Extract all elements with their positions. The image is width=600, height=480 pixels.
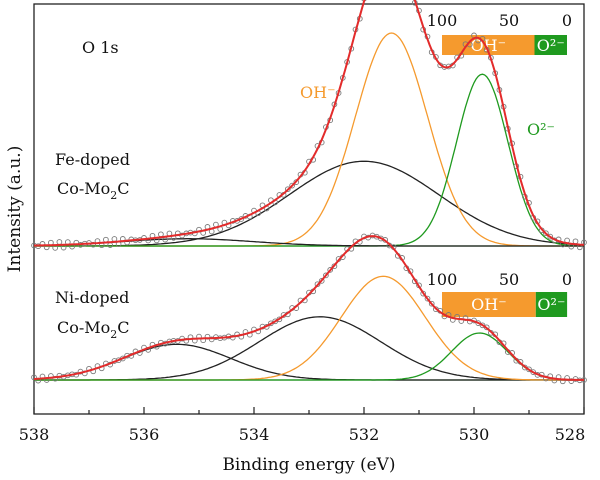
raw-data-point bbox=[111, 236, 118, 242]
raw-data-point bbox=[31, 374, 37, 381]
ratio-bar-oh-segment bbox=[442, 292, 536, 317]
sample-label-top-formula-sub: 2 bbox=[110, 189, 117, 202]
ratio-bar-o2-segment bbox=[534, 35, 567, 55]
sample-label-top-line2: Co-Mo2C bbox=[57, 179, 130, 202]
x-tick-label: 530 bbox=[459, 425, 490, 444]
raw-data-point bbox=[284, 186, 291, 193]
x-tick-label: 538 bbox=[19, 425, 50, 444]
ratio-bar-oh-segment bbox=[442, 35, 535, 55]
ratio-scale-label: 0 bbox=[562, 270, 572, 289]
y-axis-label: Intensity (a.u.) bbox=[5, 146, 25, 273]
raw-data-point bbox=[424, 295, 431, 302]
core-level-label: O 1s bbox=[82, 38, 119, 57]
sample-label-top-formula-suffix: C bbox=[117, 179, 129, 198]
ratio-bar-top: 100 50 0 OH⁻ O²⁻ bbox=[427, 11, 572, 55]
ratio-scale-label: 50 bbox=[499, 270, 519, 289]
sample-label-bottom-formula-sub: 2 bbox=[110, 328, 117, 341]
sample-label-bottom-line2: Co-Mo2C bbox=[57, 318, 130, 341]
raw-data-point bbox=[543, 230, 549, 237]
raw-data-point bbox=[327, 267, 334, 273]
ratio-bar-bottom: 100 50 0 OH⁻ O²⁻ bbox=[427, 270, 572, 317]
ratio-scale-label: 100 bbox=[427, 11, 458, 30]
raw-data-point bbox=[318, 278, 325, 284]
plot-frame bbox=[33, 3, 585, 415]
ratio-bar-oh-label: OH⁻ bbox=[471, 295, 507, 314]
raw-data-point bbox=[323, 272, 329, 279]
sample-label-bottom-formula-prefix: Co-Mo bbox=[57, 318, 110, 337]
raw-data-point bbox=[572, 238, 579, 245]
ratio-bar-oh-label: OH⁻ bbox=[471, 36, 507, 55]
ratio-scale-label: 50 bbox=[499, 11, 519, 30]
x-tick-labels: 538 536 534 532 530 528 bbox=[19, 425, 586, 444]
raw-data-point bbox=[547, 233, 554, 240]
ratio-scale-label: 100 bbox=[427, 270, 458, 289]
raw-data-point bbox=[428, 300, 435, 307]
ratio-bar-o2-label: O²⁻ bbox=[537, 295, 565, 314]
raw-data-point bbox=[158, 231, 164, 238]
o2-peak-label: O²⁻ bbox=[527, 120, 555, 139]
ratio-scale-label: 0 bbox=[562, 11, 572, 30]
oh-peak-label: OH⁻ bbox=[300, 83, 336, 102]
sample-label-bottom-line1: Ni-doped bbox=[55, 288, 129, 307]
x-tick-marks bbox=[33, 407, 585, 414]
sample-label-top-formula-prefix: Co-Mo bbox=[57, 179, 110, 198]
raw-data-point bbox=[208, 336, 215, 343]
envelope-fit-line bbox=[33, 235, 584, 381]
component-o2-line bbox=[34, 332, 585, 381]
x-tick-label: 532 bbox=[349, 425, 380, 444]
component-o2-line bbox=[34, 73, 584, 247]
x-axis-label: Binding energy (eV) bbox=[222, 455, 395, 475]
ratio-bar-o2-segment bbox=[535, 292, 568, 317]
x-tick-label: 528 bbox=[555, 425, 586, 444]
component-oh-line bbox=[34, 32, 584, 247]
x-tick-label: 534 bbox=[239, 425, 270, 444]
raw-data-point bbox=[289, 182, 295, 189]
x-tick-label: 536 bbox=[129, 425, 160, 444]
raw-data-point bbox=[56, 239, 63, 245]
spectra-curves bbox=[31, 0, 587, 385]
component-broad-line bbox=[34, 160, 585, 247]
ratio-bar-o2-label: O²⁻ bbox=[537, 36, 565, 55]
sample-label-bottom-formula-suffix: C bbox=[117, 318, 129, 337]
raw-data-point bbox=[530, 369, 537, 375]
sample-label-top-line1: Fe-doped bbox=[55, 150, 130, 169]
envelope-fit-line bbox=[34, 0, 585, 247]
